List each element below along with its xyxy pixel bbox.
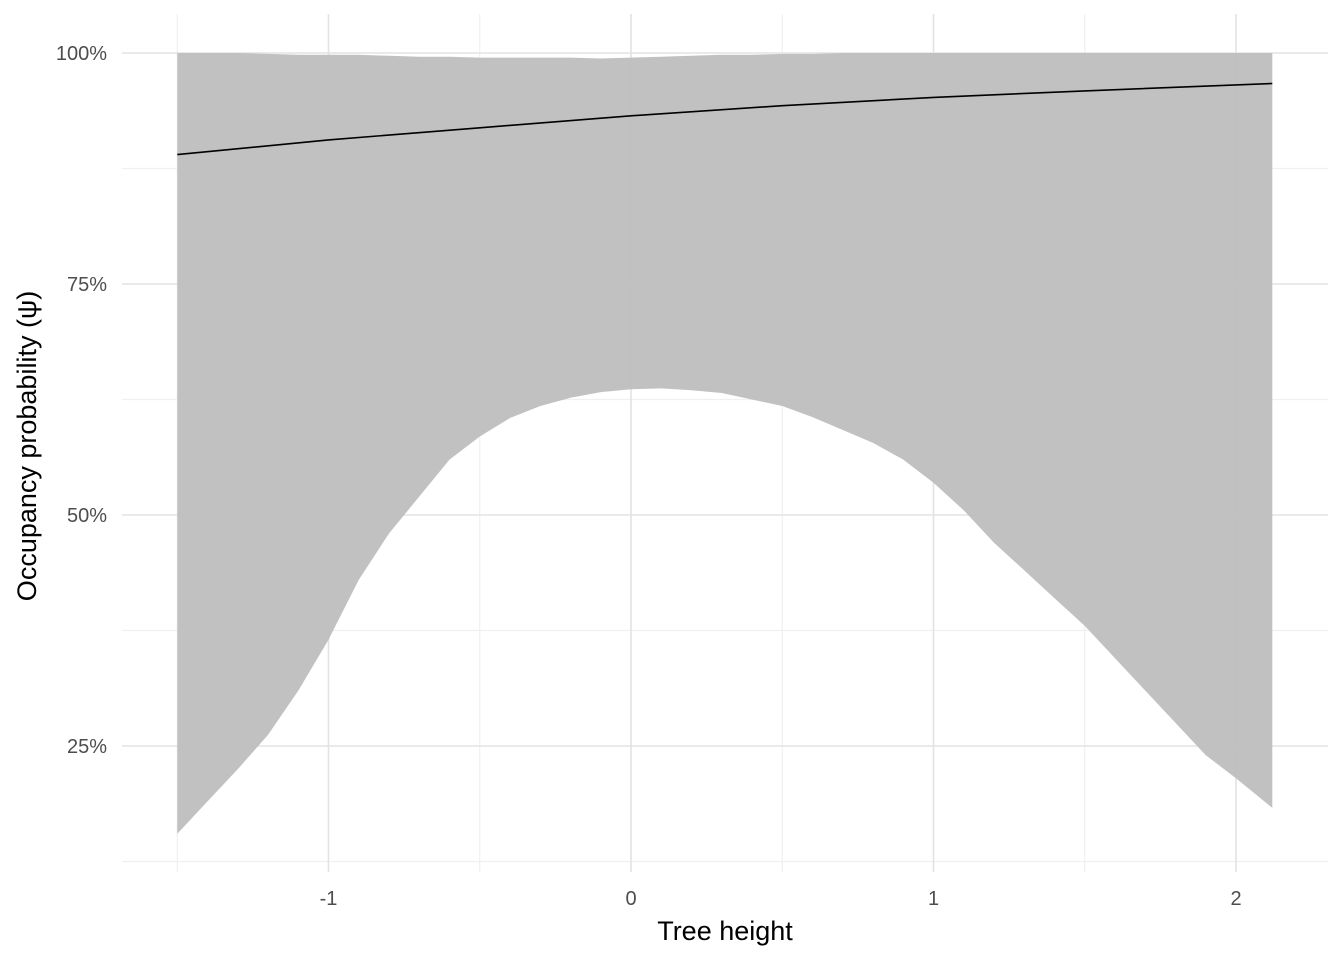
y-axis-ticks: 25% 50% 75% 100% (56, 43, 107, 758)
x-tick-label: -1 (320, 888, 338, 910)
y-tick-label: 100% (56, 43, 107, 65)
y-tick-label: 25% (67, 736, 107, 758)
x-tick-label: 1 (928, 888, 939, 910)
mean-line (177, 82, 1273, 156)
y-tick-label: 50% (67, 505, 107, 527)
x-axis-ticks: -1 0 1 2 (320, 888, 1242, 910)
y-axis-title: Occupancy probability (ψ) (12, 291, 42, 601)
x-axis-title: Tree height (657, 916, 793, 946)
y-tick-label: 75% (67, 274, 107, 296)
x-tick-label: 2 (1230, 888, 1241, 910)
plot-marks (177, 53, 1273, 834)
confidence-ribbon (177, 53, 1273, 834)
x-tick-label: 0 (625, 888, 636, 910)
